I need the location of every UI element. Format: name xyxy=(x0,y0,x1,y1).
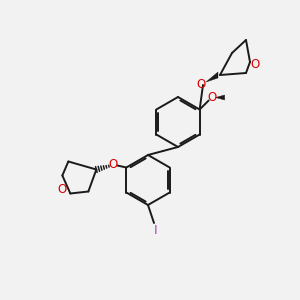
Text: O: O xyxy=(207,91,216,104)
Polygon shape xyxy=(206,72,218,82)
Text: I: I xyxy=(154,224,158,236)
Text: O: O xyxy=(109,158,118,171)
Text: O: O xyxy=(196,77,206,91)
Text: O: O xyxy=(58,183,67,196)
Text: O: O xyxy=(250,58,260,71)
Polygon shape xyxy=(216,95,225,100)
